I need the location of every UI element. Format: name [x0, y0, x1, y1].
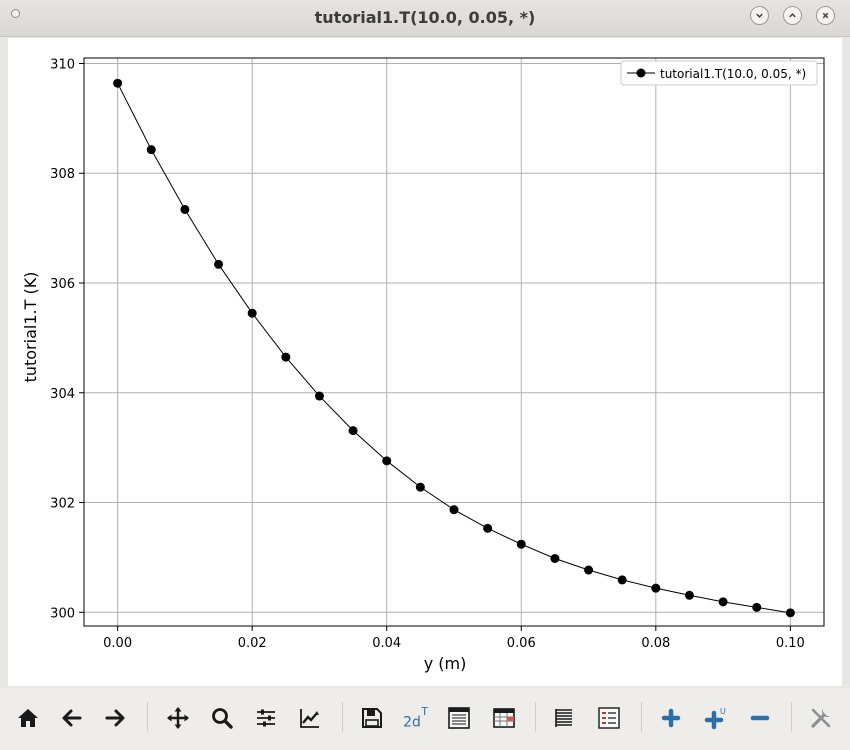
legend-button[interactable] — [593, 702, 625, 734]
transpose-2d-icon: 2d T — [403, 705, 428, 731]
forward-button[interactable] — [99, 702, 131, 734]
plot-canvas[interactable]: 0.00 0.02 0.04 0.06 0.08 0.10 300 302 304 306 308 3… — [8, 38, 842, 686]
minimize-button[interactable] — [750, 6, 769, 25]
tools-icon — [811, 708, 831, 728]
save-button[interactable] — [356, 702, 388, 734]
list-icon — [555, 709, 572, 727]
y-tick-label: 304 — [50, 387, 75, 402]
zoom-icon — [212, 708, 233, 729]
legend-marker — [636, 68, 646, 78]
back-button[interactable] — [56, 702, 88, 734]
x-tick-label: 0.06 — [507, 636, 536, 651]
save-icon — [362, 708, 382, 728]
data-point[interactable] — [617, 575, 627, 585]
y-axis-label: tutorial1.T (K) — [21, 272, 40, 383]
y-tick-label: 306 — [50, 277, 75, 292]
chevron-up-icon — [789, 13, 796, 18]
home-button[interactable] — [12, 702, 44, 734]
add-button[interactable] — [655, 702, 687, 734]
add-unit-icon: U — [704, 707, 726, 730]
x-tick-label: 0.00 — [103, 636, 132, 651]
add-unit-button[interactable]: U — [700, 702, 732, 734]
add-icon — [661, 708, 681, 728]
zoom-button[interactable] — [206, 702, 238, 734]
list-button[interactable] — [548, 702, 580, 734]
data-point[interactable] — [718, 597, 728, 607]
data-point[interactable] — [516, 539, 526, 549]
svg-text:T: T — [420, 705, 428, 718]
x-tick-label: 0.04 — [372, 636, 401, 651]
data-point[interactable] — [214, 259, 224, 269]
data-point[interactable] — [752, 602, 762, 612]
y-tick-label: 308 — [50, 167, 75, 182]
data-point[interactable] — [314, 391, 324, 401]
data-point[interactable] — [651, 583, 661, 593]
chevron-down-icon — [756, 13, 763, 18]
svg-text:2d: 2d — [403, 715, 421, 731]
data-point[interactable] — [281, 352, 291, 362]
home-icon — [18, 709, 38, 727]
subplot-config-button[interactable] — [250, 702, 282, 734]
data-point[interactable] — [550, 553, 560, 563]
x-tick-label: 0.08 — [641, 636, 670, 651]
forward-icon — [105, 709, 125, 727]
pan-button[interactable] — [162, 702, 194, 734]
data-table-button[interactable] — [443, 702, 475, 734]
window-title: tutorial1.T(10.0, 0.05, *) — [314, 8, 536, 27]
data-point[interactable] — [449, 505, 459, 515]
tools-button[interactable] — [805, 702, 837, 734]
maximize-button[interactable] — [783, 6, 802, 25]
remove-button[interactable] — [744, 702, 776, 734]
y-tick-label: 300 — [50, 606, 75, 621]
x-axis-label: y (m) — [424, 654, 467, 673]
y-tick-label: 310 — [50, 57, 75, 72]
chart[interactable]: 0.00 0.02 0.04 0.06 0.08 0.10 300 302 304 306 308 3… — [8, 38, 842, 686]
data-point[interactable] — [415, 482, 425, 492]
window-menu-icon[interactable] — [11, 9, 20, 18]
toolbar: 2d T — [0, 688, 850, 750]
x-tick-label: 0.02 — [238, 636, 267, 651]
legend[interactable]: tutorial1.T(10.0, 0.05, *) — [620, 60, 818, 86]
axes-edit-button[interactable] — [294, 702, 326, 734]
data-point[interactable] — [180, 204, 190, 214]
pan-icon — [167, 707, 189, 729]
spreadsheet-icon — [493, 708, 515, 728]
spreadsheet-button[interactable] — [488, 702, 520, 734]
close-icon — [822, 12, 829, 19]
data-point[interactable] — [382, 456, 392, 466]
close-button[interactable] — [816, 6, 835, 25]
data-point[interactable] — [348, 426, 358, 436]
back-icon — [62, 709, 82, 727]
data-point[interactable] — [483, 523, 493, 533]
toolbar-separator — [641, 702, 642, 732]
data-point[interactable] — [684, 590, 694, 600]
data-point[interactable] — [247, 308, 257, 318]
title-bar[interactable]: tutorial1.T(10.0, 0.05, *) — [0, 0, 850, 37]
subplot-config-icon — [257, 709, 275, 727]
toolbar-separator — [147, 702, 148, 732]
data-point[interactable] — [146, 145, 156, 155]
axes-edit-icon — [300, 709, 319, 728]
svg-text:U: U — [720, 707, 726, 716]
transpose-2d-button[interactable]: 2d T — [399, 702, 433, 734]
series-line — [117, 83, 791, 614]
legend-label: tutorial1.T(10.0, 0.05, *) — [660, 67, 806, 81]
axes-frame — [83, 57, 825, 627]
toolbar-separator — [535, 702, 536, 732]
legend-icon — [598, 707, 620, 729]
data-point[interactable] — [584, 565, 594, 575]
toolbar-separator — [342, 702, 343, 732]
remove-icon — [750, 715, 770, 721]
data-point[interactable] — [785, 608, 795, 618]
data-table-icon — [448, 707, 470, 729]
data-point[interactable] — [113, 78, 123, 88]
x-tick-label: 0.10 — [776, 636, 805, 651]
toolbar-separator — [791, 702, 792, 732]
y-tick-label: 302 — [50, 497, 75, 512]
